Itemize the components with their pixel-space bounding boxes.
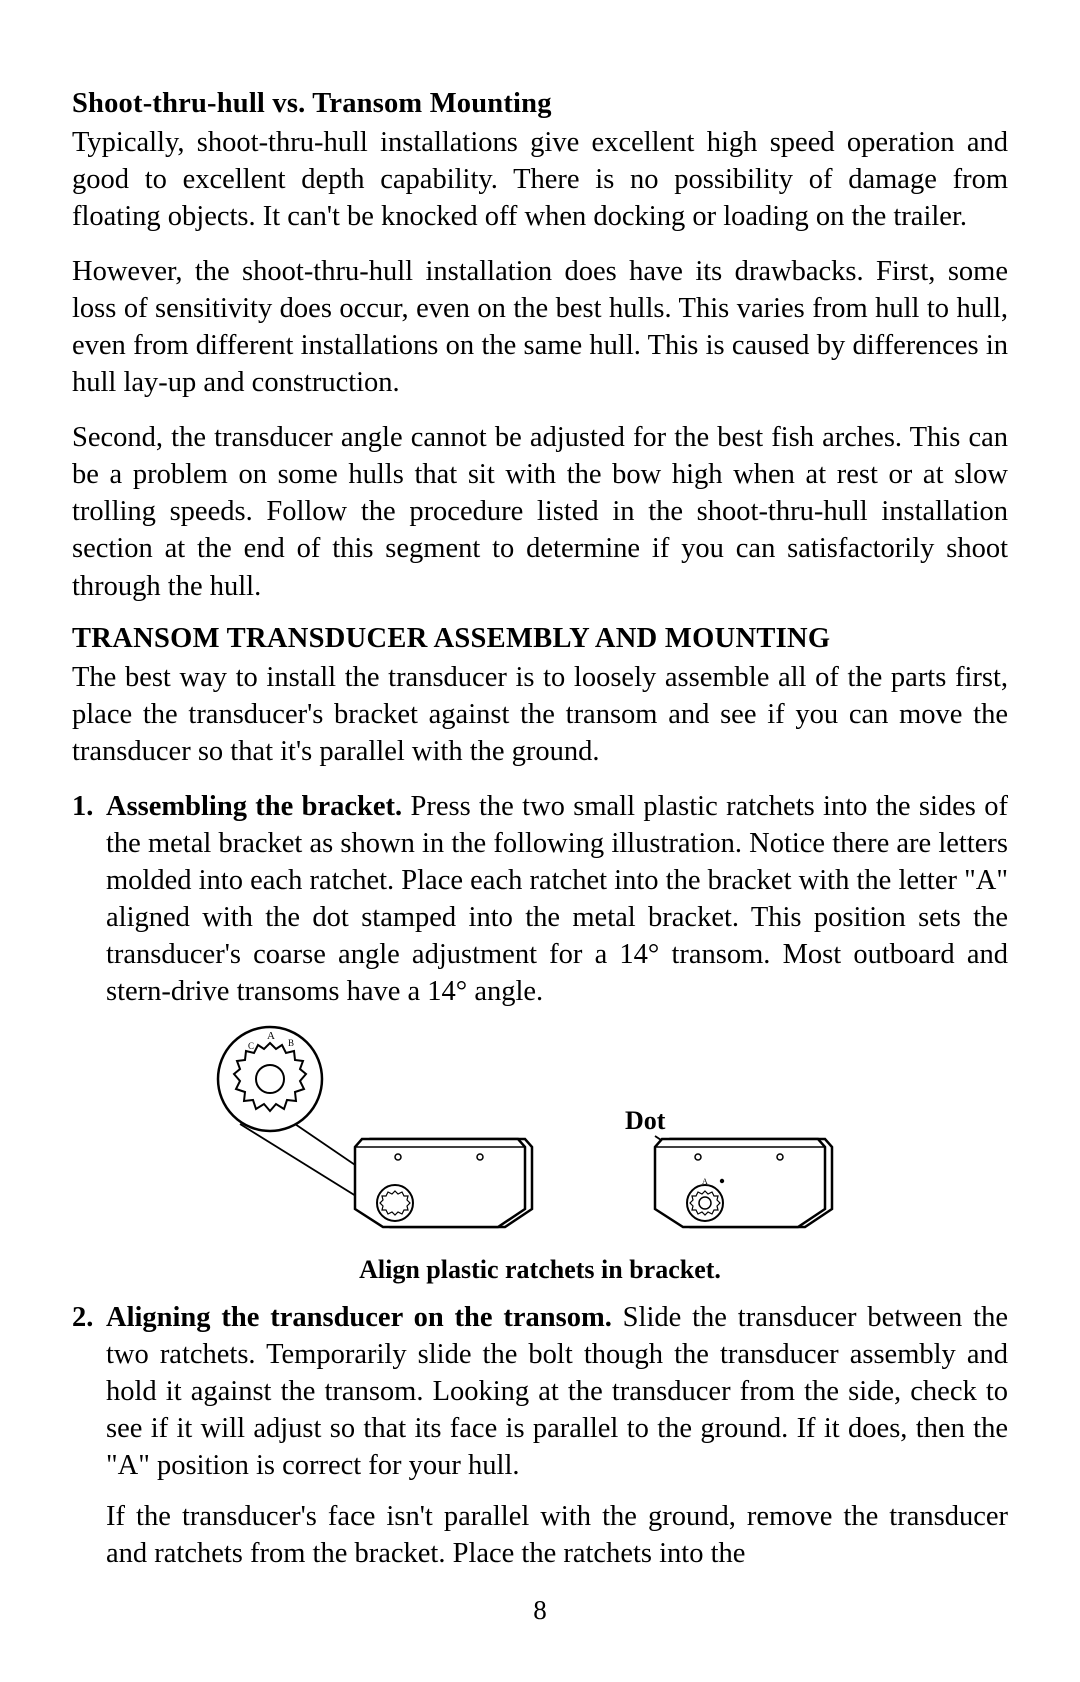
figure-caption: Align plastic ratchets in bracket.	[72, 1255, 1008, 1285]
svg-text:A: A	[267, 1030, 275, 1042]
page-number: 8	[0, 1595, 1080, 1626]
paragraph-2: However, the shoot-thru-hull installatio…	[72, 253, 1008, 401]
steps-list-2: 2. Aligning the transducer on the transo…	[72, 1299, 1008, 1484]
step-2-continuation: If the transducer's face isn't parallel …	[106, 1498, 1008, 1572]
svg-text:A: A	[702, 1177, 708, 1186]
section-title-transom: TRANSOM TRANSDUCER ASSEMBLY AND MOUNTING	[72, 623, 1008, 655]
bracket-left-icon	[355, 1139, 532, 1227]
svg-text:B: B	[288, 1038, 294, 1048]
step-2-lead: Aligning the transducer on the transom.	[106, 1302, 612, 1333]
step-2-number: 2.	[72, 1299, 93, 1336]
step-1-body: Press the two small plastic ratchets int…	[106, 791, 1008, 1007]
svg-text:C: C	[248, 1041, 254, 1051]
step-2: 2. Aligning the transducer on the transo…	[72, 1299, 1008, 1484]
step-1: 1. Assembling the bracket. Press the two…	[72, 788, 1008, 1010]
figure-bracket-assembly: A B C	[72, 1024, 1008, 1249]
bracket-illustration-svg: A B C	[180, 1024, 900, 1244]
document-page: Shoot-thru-hull vs. Transom Mounting Typ…	[0, 0, 1080, 1682]
paragraph-4: The best way to install the transducer i…	[72, 659, 1008, 770]
bracket-right-icon: A	[655, 1139, 832, 1227]
step-1-lead: Assembling the bracket.	[106, 791, 402, 822]
paragraph-3: Second, the transducer angle cannot be a…	[72, 419, 1008, 604]
paragraph-1: Typically, shoot-thru-hull installations…	[72, 124, 1008, 235]
step-1-number: 1.	[72, 788, 93, 825]
steps-list: 1. Assembling the bracket. Press the two…	[72, 788, 1008, 1010]
ratchet-detail-icon: A B C	[218, 1027, 322, 1131]
heading-shoot-thru: Shoot-thru-hull vs. Transom Mounting	[72, 88, 1008, 120]
dot-label: Dot	[625, 1106, 666, 1135]
